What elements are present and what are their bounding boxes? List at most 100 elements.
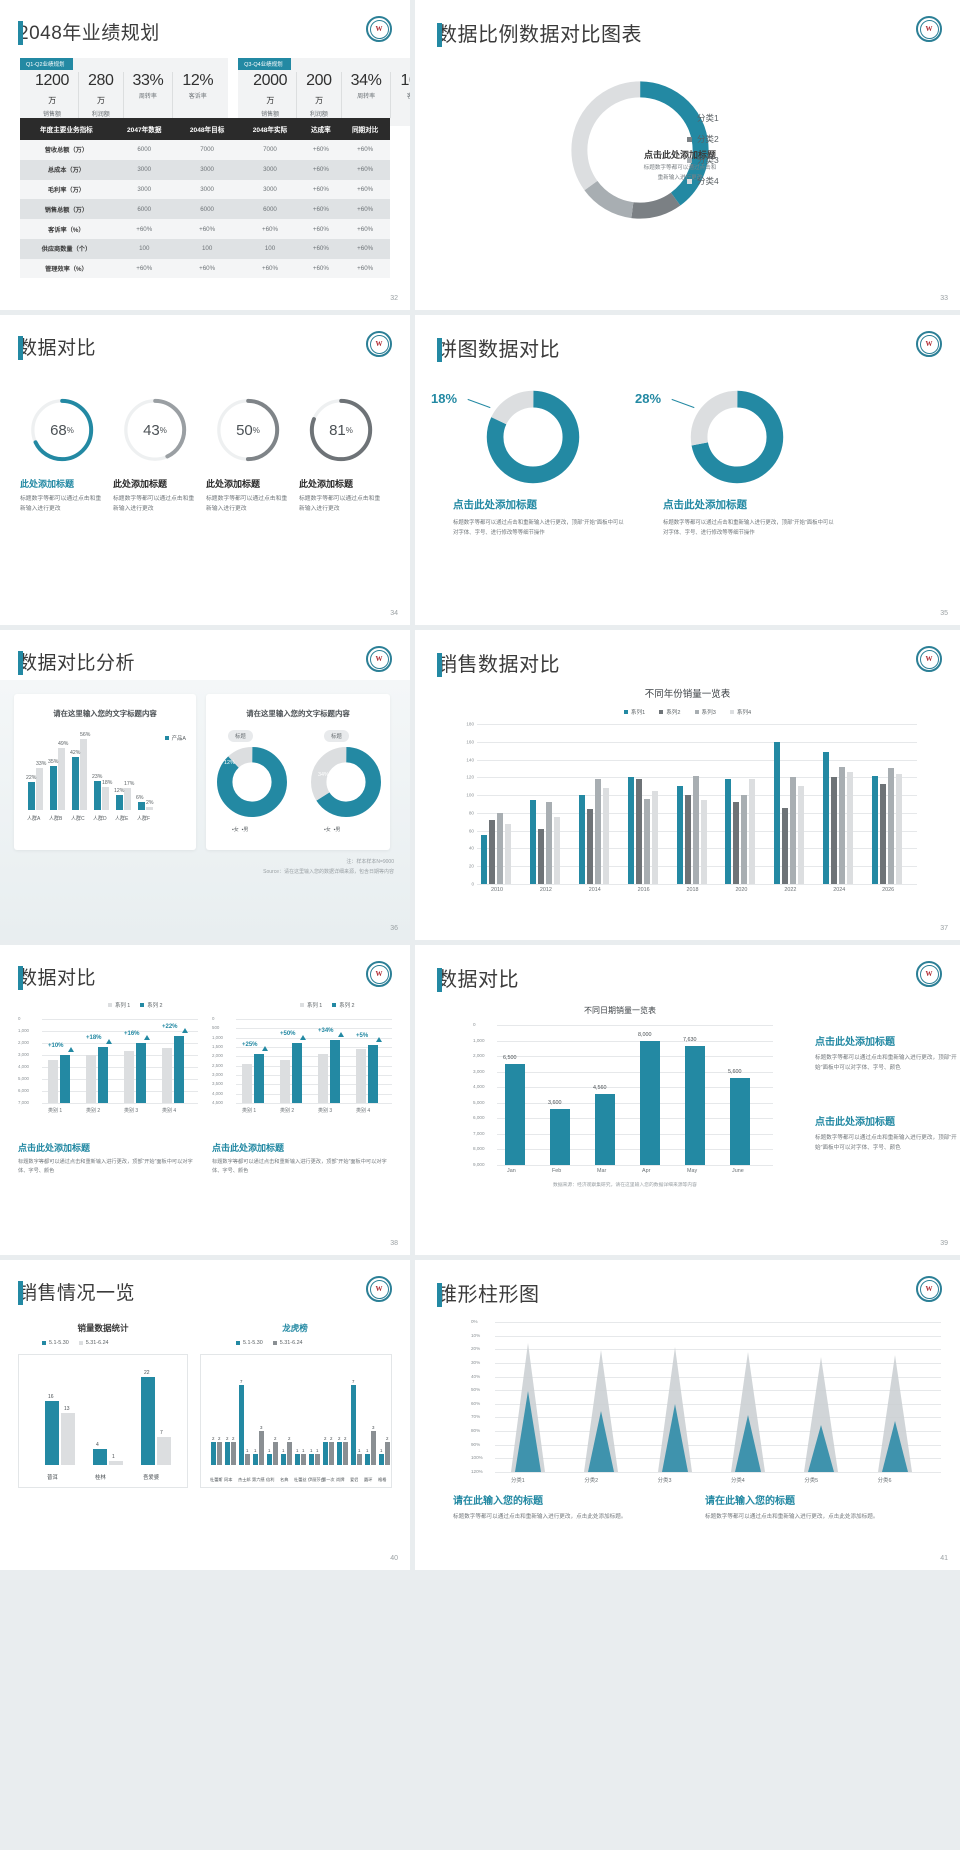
progress-ring-card[interactable]: 68% 此处添加标题 标题数字等都可以通过点击和重新输入进行更改 bbox=[20, 395, 104, 514]
ring-svg bbox=[30, 398, 94, 462]
y-axis-tick: 4,000 bbox=[473, 1084, 485, 1090]
legend-item[interactable]: 分类4 bbox=[687, 175, 719, 187]
legend-label: 分类2 bbox=[697, 134, 719, 144]
slide-36[interactable]: 数据对比分析 W 请在这里输入您的文字标题内容 产品A 22% 33% 人群A 35%… bbox=[0, 630, 410, 940]
table-cell: 100 bbox=[175, 238, 239, 259]
chart-legend-left[interactable]: 系列 1 系列 2 bbox=[108, 1001, 163, 1009]
caption-right: 点击此处添加标题 标题数字等都可以通过点击和重新输入进行更改，顶部“开始”面板中… bbox=[212, 1141, 394, 1177]
slide-34[interactable]: 数据对比 W 68% 此处添加标题 标题数字等都可以通过点击和重新输入进行更改 43%… bbox=[0, 315, 410, 625]
bar bbox=[242, 1063, 252, 1103]
bar-value-label: 8,000 bbox=[638, 1031, 652, 1038]
bar bbox=[136, 1043, 146, 1103]
legend-swatch-icon bbox=[108, 1003, 112, 1007]
table-cell: +60% bbox=[301, 219, 341, 239]
bar-value-label: 2 bbox=[218, 1436, 221, 1442]
progress-ring: 81% bbox=[306, 395, 376, 465]
progress-ring-card[interactable]: 43% 此处添加标题 标题数字等都可以通过点击和重新输入进行更改 bbox=[113, 395, 197, 514]
bar bbox=[896, 773, 903, 884]
x-axis-tick: 桂林 bbox=[95, 1475, 106, 1481]
kpi-value: 1200万 bbox=[35, 72, 69, 105]
bar bbox=[211, 1442, 216, 1465]
legend-item[interactable]: 系列3 bbox=[694, 708, 716, 716]
legend-item[interactable]: 分类3 bbox=[687, 154, 719, 166]
chart-legend[interactable]: 系列1 系列2 系列3 系列4 bbox=[415, 708, 960, 716]
slide-40[interactable]: 销售情况一览 W 销量数据统计 5.1-5.30 5.31-6.24 16 13 普… bbox=[0, 1260, 410, 1570]
slide-37[interactable]: 销售数据对比 W 不同年份销量一览表 系列1 系列2 系列3 系列4 180 160 14… bbox=[415, 630, 960, 940]
bar-value-label: 13 bbox=[64, 1406, 70, 1412]
progress-ring-card[interactable]: 81% 此处添加标题 标题数字等都可以通过点击和重新输入进行更改 bbox=[299, 395, 383, 514]
chart-legend-right[interactable]: 5.1-5.30 5.31-6.24 bbox=[236, 1340, 303, 1346]
x-axis-label: 人群D bbox=[93, 816, 107, 822]
chart-note: 注：样本样本N=9000 bbox=[346, 859, 394, 865]
progress-ring-card[interactable]: 50% 此处添加标题 标题数字等都可以通过点击和重新输入进行更改 bbox=[206, 395, 290, 514]
kpi-item: 12% 客诉率 bbox=[173, 72, 222, 118]
slide-38[interactable]: 数据对比 W 系列 1 系列 2 系列 1 系列 2 7,000 6,000 5,0… bbox=[0, 945, 410, 1255]
bar-value-label: 16 bbox=[48, 1394, 54, 1400]
chart-legend-left[interactable]: 5.1-5.30 5.31-6.24 bbox=[42, 1340, 109, 1346]
y-axis-tick: 1,000 bbox=[473, 1037, 485, 1043]
legend-swatch-icon bbox=[694, 710, 699, 714]
y-axis-tick: 3,000 bbox=[473, 1068, 485, 1074]
x-axis-label: 人群A bbox=[27, 816, 41, 822]
trend-arrow-icon bbox=[106, 1038, 112, 1044]
x-axis-tick: 伊丽莎白 bbox=[308, 1477, 325, 1482]
y-axis-tick: 3,000 bbox=[18, 1052, 29, 1057]
bar bbox=[217, 1442, 222, 1465]
slide-gallery: 2048年业绩规划 W Q1-Q2业绩规划 1200万 销售额 280万 利润额… bbox=[0, 0, 960, 1570]
ring-heading: 此处添加标题 bbox=[113, 479, 168, 489]
chart-title: 不同日期销量一览表 bbox=[584, 1006, 656, 1015]
bar bbox=[790, 777, 797, 884]
bar-value-label: 3 bbox=[260, 1424, 263, 1430]
gridline bbox=[236, 1047, 392, 1048]
slide-33[interactable]: 数据比例数据对比图表 W 点击此处添加标题 标题数字等都可以通过点击和 重新输入进… bbox=[415, 0, 960, 310]
bar-value-label: 1 bbox=[302, 1447, 305, 1453]
trend-arrow-icon bbox=[144, 1035, 150, 1040]
y-axis-tick: 2,000 bbox=[212, 1053, 223, 1059]
legend-item: 5.31-6.24 bbox=[78, 1340, 109, 1346]
bar bbox=[594, 779, 601, 884]
slide-35[interactable]: 饼图数据对比 W 18% 28% 点击此处添加标题 标题数字等都可以通过点击和重… bbox=[415, 315, 960, 625]
slide-32[interactable]: 2048年业绩规划 W Q1-Q2业绩规划 1200万 销售额 280万 利润额… bbox=[0, 0, 410, 310]
kpi-group-tag: Q1-Q2业绩规划 bbox=[20, 58, 73, 70]
legend-item[interactable]: 系列1 bbox=[623, 708, 645, 716]
page-number: 37 bbox=[940, 925, 948, 932]
bar-value-label: 3,600 bbox=[548, 1100, 562, 1106]
slide-39[interactable]: 数据对比 W 不同日期销量一览表 9,000 8,000 7,000 6,000 5,0… bbox=[415, 945, 960, 1255]
bar bbox=[685, 1046, 705, 1165]
progress-ring-row: 68% 此处添加标题 标题数字等都可以通过点击和重新输入进行更改 43% 此处添加标题标… bbox=[20, 395, 383, 514]
caption-left: 请在此输入您的标题 标题数字等都可以通过点击和重新输入进行更改，点击此处添加标题… bbox=[453, 1492, 683, 1522]
y-axis-tick: 1,000 bbox=[212, 1034, 223, 1040]
bar bbox=[529, 799, 536, 884]
y-axis-tick: 1,000 bbox=[18, 1028, 29, 1033]
kpi-value: 280万 bbox=[88, 72, 114, 105]
donut-legend[interactable]: 分类1 分类2 分类3 分类4 bbox=[687, 112, 719, 196]
gridline bbox=[495, 1390, 941, 1392]
chart-legend-right[interactable]: 系列 1 系列 2 bbox=[300, 1001, 355, 1009]
pie-caption-right: 点击此处添加标题 标题数字等都可以通过点击和重新输入进行更改，顶部“开始”面板中… bbox=[663, 497, 838, 538]
table-cell: +60% bbox=[301, 199, 341, 220]
slide-41[interactable]: 锥形柱形图 W 120% 100% 90% 80% 70% 60% 50% 40% 30% 20%… bbox=[415, 1260, 960, 1570]
bar bbox=[80, 739, 87, 810]
table-cell: +60% bbox=[238, 219, 302, 239]
table-cell: 客诉率（%） bbox=[20, 219, 113, 239]
bar bbox=[798, 786, 805, 884]
brand-logo-icon: W bbox=[916, 646, 942, 672]
donut-svg bbox=[571, 81, 709, 219]
bar-value-label: 2 bbox=[232, 1436, 235, 1442]
y-axis-tick: 2,000 bbox=[473, 1053, 485, 1059]
legend-item[interactable]: 分类1 bbox=[687, 112, 719, 124]
caption-body: 标题数字等都可以通过点击和重新输入进行更改，顶部“开始”面板中可以对字体、字号、… bbox=[815, 1135, 957, 1152]
kpi-label: 利润额 bbox=[309, 112, 328, 118]
donut-center-title: 点击此处添加标题 bbox=[643, 150, 716, 160]
legend-item[interactable]: 系列4 bbox=[729, 708, 751, 716]
page-title: 2048年业绩规划 bbox=[18, 23, 160, 44]
bar bbox=[124, 788, 131, 810]
x-axis-tick: 倍利 bbox=[266, 1477, 275, 1482]
x-axis-tick: 2016 bbox=[637, 887, 650, 893]
gridline bbox=[497, 1149, 773, 1151]
x-axis-tick: 吾爱婆 bbox=[143, 1475, 160, 1481]
legend-item[interactable]: 系列2 bbox=[659, 708, 681, 716]
table-header-cell: 2048年目标 bbox=[175, 118, 239, 140]
legend-item[interactable]: 分类2 bbox=[687, 133, 719, 145]
y-axis-tick: 5,000 bbox=[473, 1099, 485, 1105]
